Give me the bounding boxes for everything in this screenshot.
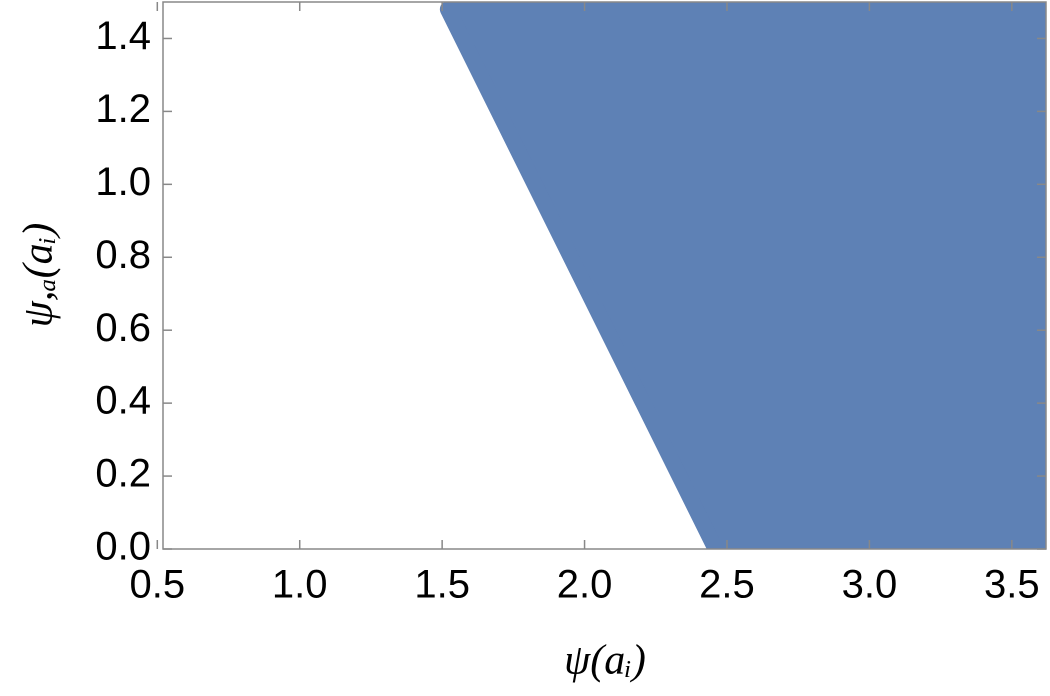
x-tick-label: 3.0	[842, 563, 898, 607]
y-tick-label: 0.8	[95, 233, 151, 277]
x-tick-label: 0.5	[129, 563, 185, 607]
x-tick-label: 2.0	[557, 563, 613, 607]
x-tick-label: 1.0	[272, 563, 328, 607]
x-axis-title: ψ(aᵢ)	[564, 638, 646, 684]
region	[439, 2, 1046, 549]
x-tick-label: 1.5	[414, 563, 470, 607]
y-tick-label: 0.6	[95, 306, 151, 350]
y-tick-label: 0.2	[95, 452, 151, 496]
y-tick-label: 1.4	[95, 14, 151, 58]
y-tick-label: 1.0	[95, 160, 151, 204]
x-tick-label: 3.5	[984, 563, 1040, 607]
y-tick-label: 1.2	[95, 87, 151, 131]
y-axis-title: ψ,ₐ(aᵢ)	[16, 223, 62, 328]
y-tick-label: 0.4	[95, 379, 151, 423]
y-tick-label: 0.0	[95, 525, 151, 569]
plot-frame	[162, 1, 1047, 550]
x-tick-label: 2.5	[699, 563, 755, 607]
